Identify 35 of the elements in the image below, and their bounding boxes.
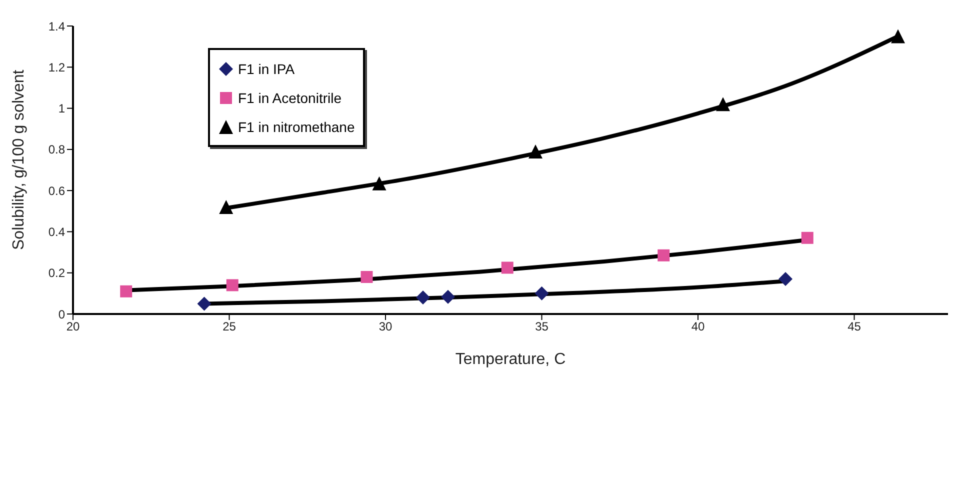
y-tick-label: 0 bbox=[58, 307, 66, 322]
x-tick-label: 40 bbox=[691, 320, 705, 334]
x-axis-title: Temperature, C bbox=[455, 351, 566, 368]
point bbox=[658, 249, 670, 262]
x-tick-label: 45 bbox=[848, 320, 862, 334]
point bbox=[501, 262, 514, 274]
y-tick-label: 0.6 bbox=[48, 184, 66, 198]
point bbox=[778, 272, 792, 286]
y-tick-label: 0.8 bbox=[48, 142, 66, 157]
point bbox=[416, 290, 430, 305]
point bbox=[801, 232, 814, 244]
y-tick-label: 0.2 bbox=[48, 266, 66, 280]
x-tick-label: 30 bbox=[378, 320, 392, 334]
x-tick-label: 20 bbox=[66, 320, 80, 334]
y-axis-title: Solubility, g/100 g solvent bbox=[10, 69, 28, 250]
legend-label: F1 in nitromethane bbox=[238, 118, 355, 134]
point bbox=[372, 176, 386, 190]
y-tick-label: 1.4 bbox=[48, 19, 66, 34]
point bbox=[197, 296, 212, 311]
point bbox=[716, 97, 730, 112]
point bbox=[441, 290, 455, 304]
point bbox=[360, 270, 373, 283]
x-tick-label: 25 bbox=[222, 320, 236, 334]
point bbox=[120, 285, 132, 298]
legend-label: F1 in IPA bbox=[238, 60, 295, 76]
legend-label: F1 in Acetonitrile bbox=[238, 90, 342, 106]
point bbox=[534, 286, 549, 300]
x-tick-label: 35 bbox=[535, 320, 549, 334]
y-tick-label: 1.2 bbox=[48, 60, 66, 74]
point bbox=[891, 29, 905, 44]
point bbox=[528, 144, 542, 158]
point bbox=[219, 200, 234, 214]
y-tick-label: 1 bbox=[58, 102, 66, 116]
y-tick-label: 0.4 bbox=[48, 224, 66, 239]
point bbox=[226, 279, 238, 292]
